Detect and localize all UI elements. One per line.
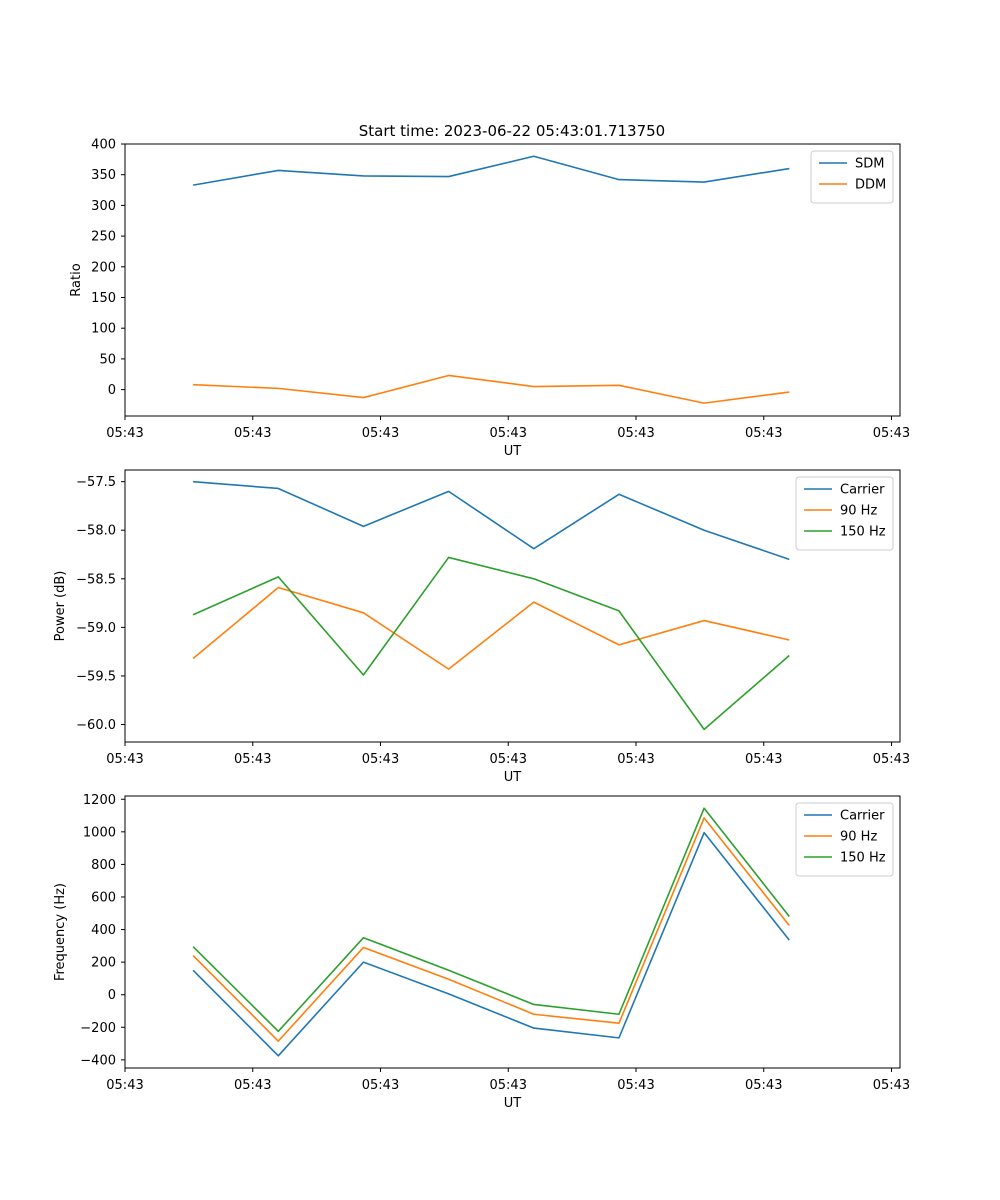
x-tick-label: 05:43 <box>617 1078 654 1093</box>
legend-box <box>810 150 894 204</box>
series-line-ddm <box>193 374 790 404</box>
y-tick-label: 1200 <box>83 793 116 808</box>
y-tick-label: −400 <box>80 1053 116 1068</box>
y-tick-label: −57.5 <box>76 475 116 490</box>
plot-frame <box>124 469 901 743</box>
chart-panel-1: 05:43 05:43 05:43 05:43 05:43 05:43 05:43 UT 0 50… <box>69 138 910 460</box>
plot-frame <box>124 143 901 417</box>
y-tick-label: −59.5 <box>76 669 116 684</box>
x-tick-label: 05:43 <box>490 1078 527 1093</box>
legend-entry: SDM <box>855 157 884 172</box>
y-tick-label: 200 <box>91 956 116 971</box>
y-tick-label: 600 <box>91 890 116 905</box>
series-line-sdm <box>192 155 790 186</box>
y-tick-label: −59.0 <box>76 621 116 636</box>
y-tick-label: −60.0 <box>76 718 116 733</box>
series-line-carrier <box>193 480 790 561</box>
x-tick-label: 05:43 <box>362 426 399 441</box>
x-tick-label: 05:43 <box>617 426 654 441</box>
x-tick-label: 05:43 <box>234 752 271 767</box>
x-axis-label: UT <box>504 1096 522 1111</box>
y-tick-label: 100 <box>91 322 116 337</box>
x-tick-label: 05:43 <box>873 752 910 767</box>
x-tick-label: 05:43 <box>362 752 399 767</box>
x-tick-label: 05:43 <box>490 426 527 441</box>
legend-entry: 150 Hz <box>840 851 886 866</box>
y-tick-label: 250 <box>91 230 116 245</box>
y-tick-label: 400 <box>91 923 116 938</box>
y-tick-label: 800 <box>91 858 116 873</box>
chart-panel-2: 05:43 05:43 05:43 05:43 05:43 05:43 05:43 UT −60… <box>53 469 910 785</box>
x-tick-label: 05:43 <box>106 752 143 767</box>
x-tick-label: 05:43 <box>745 1078 782 1093</box>
plot-frame <box>124 795 901 1069</box>
x-axis-label: UT <box>504 770 522 785</box>
y-tick-label: 150 <box>91 291 116 306</box>
y-tick-label: 1000 <box>83 825 116 840</box>
series-line-90-hz <box>192 586 790 670</box>
x-tick-label: 05:43 <box>106 1078 143 1093</box>
legend-entry: Carrier <box>840 809 885 824</box>
y-tick-label: 350 <box>91 168 116 183</box>
y-tick-label: −58.0 <box>76 524 116 539</box>
x-axis-label: UT <box>504 444 522 459</box>
y-tick-label: 200 <box>91 260 116 275</box>
y-tick-label: −200 <box>80 1021 116 1036</box>
y-axis-label: Frequency (Hz) <box>53 883 68 981</box>
x-tick-label: 05:43 <box>106 426 143 441</box>
y-axis-label: Power (dB) <box>53 571 68 642</box>
y-tick-label: 300 <box>91 199 116 214</box>
series-line-150-hz <box>192 556 790 731</box>
series-line-150-hz <box>192 807 790 1033</box>
charts-group: 05:43 05:43 05:43 05:43 05:43 05:43 05:43 UT 0 50… <box>53 138 910 1112</box>
x-tick-label: 05:43 <box>234 1078 271 1093</box>
y-tick-label: 50 <box>99 352 116 367</box>
y-tick-label: −58.5 <box>76 572 116 587</box>
chart-panel-3: 05:43 05:43 05:43 05:43 05:43 05:43 05:43 UT −40… <box>53 793 910 1111</box>
y-tick-label: 400 <box>91 138 116 153</box>
x-tick-label: 05:43 <box>745 426 782 441</box>
x-tick-label: 05:43 <box>873 426 910 441</box>
x-tick-label: 05:43 <box>745 752 782 767</box>
x-tick-label: 05:43 <box>873 1078 910 1093</box>
legend-entry: DDM <box>855 178 886 193</box>
x-tick-label: 05:43 <box>234 426 271 441</box>
legend-entry: 90 Hz <box>840 830 877 845</box>
series-line-carrier <box>192 831 790 1057</box>
series-line-90-hz <box>192 817 790 1042</box>
legend-entry: 150 Hz <box>840 525 886 540</box>
x-tick-label: 05:43 <box>617 752 654 767</box>
y-tick-label: 0 <box>108 383 116 398</box>
x-tick-label: 05:43 <box>490 752 527 767</box>
legend-entry: Carrier <box>840 483 885 498</box>
x-tick-label: 05:43 <box>362 1078 399 1093</box>
figure-title: Start time: 2023-06-22 05:43:01.713750 <box>359 122 665 140</box>
y-tick-label: 0 <box>108 988 116 1003</box>
y-axis-label: Ratio <box>69 263 84 296</box>
legend-entry: 90 Hz <box>840 504 877 519</box>
